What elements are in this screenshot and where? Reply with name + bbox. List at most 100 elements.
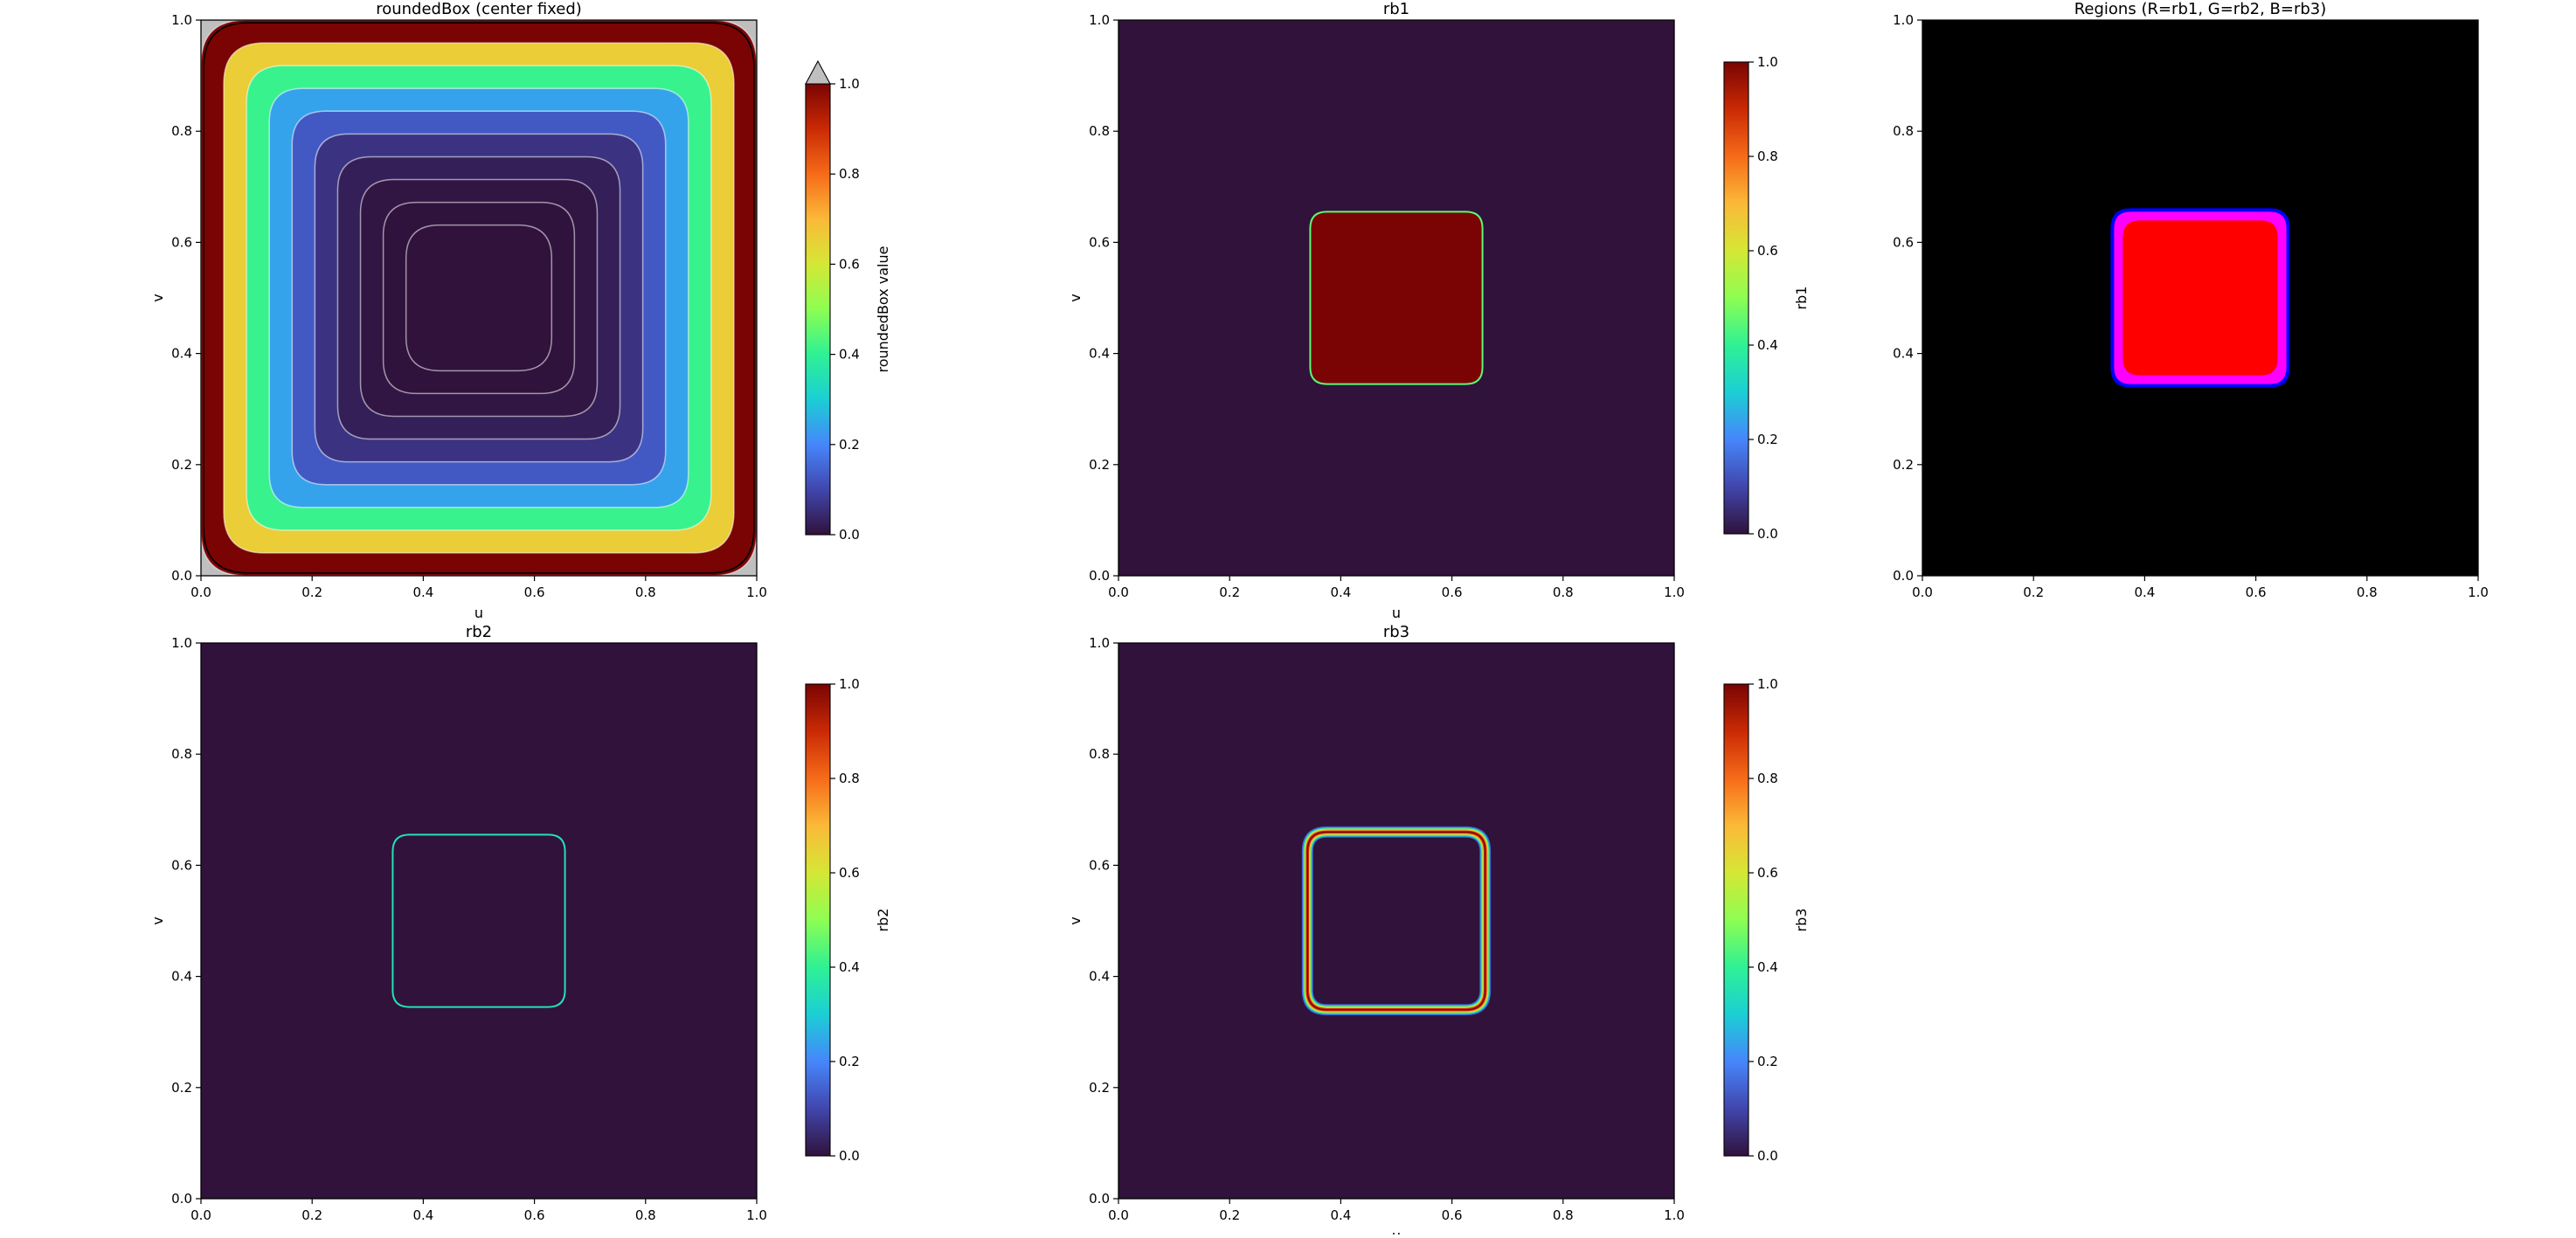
y-tick-label: 0.8: [171, 123, 192, 139]
contour-level-1: [405, 224, 553, 372]
y-axis-label: v: [149, 916, 166, 924]
colorbar-tick-label: 0.0: [1757, 526, 1778, 542]
colorbar-label: roundedBox value: [875, 246, 891, 373]
panel-title: Regions (R=rb1, G=rb2, B=rb3): [2074, 0, 2327, 18]
y-tick-label: 0.8: [1089, 746, 1110, 762]
colorbar-tick-label: 0.2: [1757, 432, 1778, 447]
colorbar-tick-label: 1.0: [1757, 54, 1778, 70]
band-stripe: [1308, 833, 1485, 1009]
x-tick-label: 0.4: [412, 1207, 433, 1223]
outer-contour: [203, 22, 755, 574]
x-tick-label: 0.6: [524, 584, 545, 600]
background-zero: [1118, 643, 1674, 1199]
y-tick-label: 0.6: [1089, 857, 1110, 873]
panel-3: 0.0 0.2 0.4 0.6 0.8 1.0 0.0 0.2 0.4 0.6 0.8 1.0 Regi…: [1893, 0, 2489, 600]
y-tick-label: 0.6: [171, 234, 192, 250]
x-tick-label: 0.8: [2357, 584, 2378, 600]
panel-1: 0.0 0.2 0.4 0.6 0.8 1.0 0.0 0.2 0.4 0.6 0.8 1.0 roun…: [149, 0, 891, 621]
box-region: [1309, 211, 1484, 385]
outline-contour: [391, 833, 566, 1008]
y-tick-label: 0.4: [171, 346, 192, 362]
x-tick-label: 0.4: [1330, 584, 1351, 600]
x-tick-label: 0.6: [1442, 584, 1463, 600]
x-tick-label: 1.0: [1664, 584, 1685, 600]
x-tick-label: 0.8: [635, 584, 656, 600]
x-tick-label: 0.4: [1330, 1207, 1351, 1223]
panel-title: rb1: [1383, 0, 1409, 18]
band-stripe: [1304, 828, 1489, 1013]
x-tick-label: 0.8: [1553, 1207, 1574, 1223]
colorbar-tick-label: 0.8: [1757, 149, 1778, 164]
y-axis-label: v: [1067, 916, 1084, 924]
colorbar: 0.0 0.2 0.4 0.6 0.8 1.0 rb1: [1723, 54, 1810, 542]
y-tick-label: 0.2: [171, 457, 192, 473]
colorbar-tick-label: 0.2: [1757, 1054, 1778, 1069]
x-tick-label: 0.4: [2134, 584, 2155, 600]
plot-area: [201, 20, 757, 576]
panel-4: 0.0 0.2 0.4 0.6 0.8 1.0 0.0 0.2 0.4 0.6 0.8 1.0 rb2 v…: [149, 623, 891, 1223]
colorbar-tick-label: 0.8: [839, 771, 860, 786]
y-tick-label: 0.4: [1089, 346, 1110, 362]
x-tick-label: 0.0: [1108, 584, 1129, 600]
band-stripe: [1306, 831, 1486, 1011]
colorbar-tick-label: 1.0: [839, 76, 860, 92]
y-axis-label: v: [149, 294, 166, 301]
background-zero: [201, 643, 757, 1199]
colorbar-tick-label: 0.0: [839, 1148, 860, 1164]
x-tick-label: 0.0: [190, 1207, 211, 1223]
band-stripe: [1305, 830, 1487, 1012]
y-tick-label: 0.6: [1089, 234, 1110, 250]
x-axis-label: u: [474, 605, 483, 621]
axes-frame: [200, 642, 758, 1200]
y-tick-label: 0.2: [1089, 457, 1110, 473]
colorbar-gradient: [805, 683, 831, 1157]
y-tick-label: 0.2: [1893, 457, 1914, 473]
plot-area: [1118, 20, 1674, 576]
colorbar-tick-label: 0.0: [1757, 1148, 1778, 1164]
y-tick-label: 0.4: [171, 969, 192, 985]
x-tick-label: 0.2: [301, 584, 322, 600]
panel-title: rb3: [1383, 623, 1409, 641]
colorbar-tick-label: 0.6: [1757, 865, 1778, 881]
colorbar-tick-label: 0.6: [1757, 243, 1778, 259]
x-tick-label: 0.0: [1912, 584, 1933, 600]
panel-2: 0.0 0.2 0.4 0.6 0.8 1.0 0.0 0.2 0.4 0.6 0.8 1.0 rb1 u…: [1067, 0, 1810, 621]
colorbar-label: rb3: [1793, 909, 1810, 932]
y-tick-label: 0.4: [1893, 346, 1914, 362]
colorbar: 0.0 0.2 0.4 0.6 0.8 1.0 rb2: [805, 676, 891, 1164]
colorbar-tick-label: 0.8: [839, 166, 860, 182]
colorbar-gradient: [805, 83, 831, 536]
x-tick-label: 0.2: [1219, 1207, 1240, 1223]
x-tick-label: 0.2: [301, 1207, 322, 1223]
y-tick-label: 1.0: [1893, 12, 1914, 28]
x-tick-label: 1.0: [746, 584, 767, 600]
x-tick-label: 1.0: [746, 1207, 767, 1223]
colorbar-tick-label: 0.4: [839, 959, 860, 975]
colorbar-tick-label: 0.2: [839, 1054, 860, 1069]
y-tick-label: 1.0: [171, 635, 192, 651]
axes-frame: [200, 19, 758, 577]
y-tick-label: 0.6: [171, 857, 192, 873]
colorbar: 0.0 0.2 0.4 0.6 0.8 1.0 rb3: [1723, 676, 1810, 1164]
x-tick-label: 0.2: [1219, 584, 1240, 600]
colorbar-tick-label: 0.8: [1757, 771, 1778, 786]
colorbar-tick-label: 0.4: [1757, 959, 1778, 975]
y-axis-label: v: [1067, 294, 1084, 301]
colorbar-tick-label: 0.4: [1757, 337, 1778, 353]
colorbar: 0.0 0.2 0.4 0.6 0.8 1.0 roundedBox value: [805, 59, 891, 543]
axes-frame: [1118, 642, 1675, 1200]
y-tick-label: 1.0: [171, 12, 192, 28]
colorbar-tick-label: 1.0: [1757, 676, 1778, 692]
y-tick-label: 0.8: [1089, 123, 1110, 139]
axes-frame: [1922, 19, 2479, 577]
x-tick-label: 0.6: [2246, 584, 2267, 600]
plot-area: [1118, 643, 1674, 1199]
band-stripe: [1307, 832, 1485, 1010]
band-stripe: [1311, 835, 1482, 1006]
panel-title: roundedBox (center fixed): [376, 0, 582, 18]
plot-area: [201, 643, 757, 1199]
y-tick-label: 0.0: [1089, 568, 1110, 584]
y-tick-label: 0.8: [171, 746, 192, 762]
